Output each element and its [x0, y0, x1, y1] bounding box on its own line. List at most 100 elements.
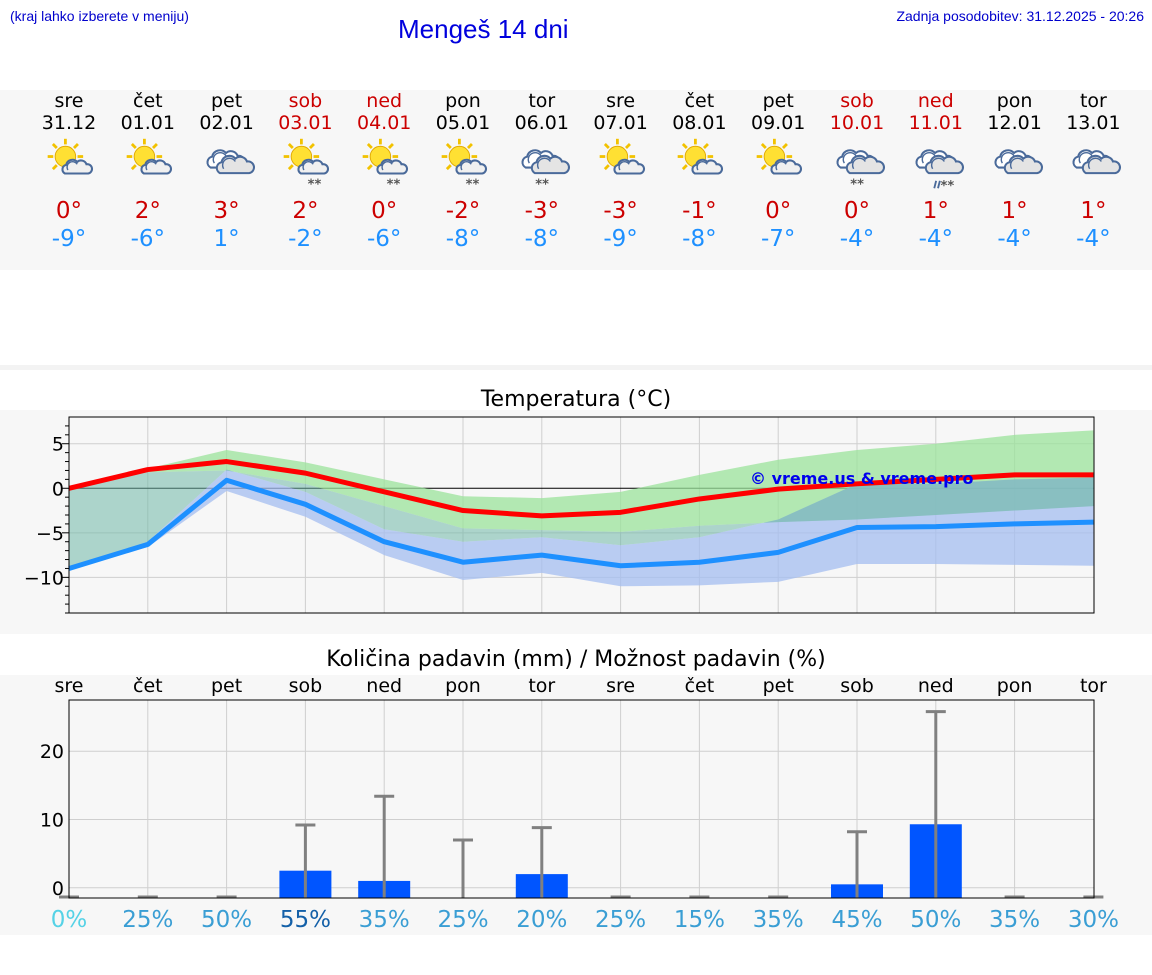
precip-chance-label: 35%	[753, 907, 804, 933]
day-name: tor	[528, 90, 556, 112]
max-temp-line	[68, 459, 1094, 519]
cloud-detail	[460, 161, 472, 171]
cloud-shape	[140, 158, 172, 175]
sun-cloud-icon	[599, 138, 645, 175]
precip-chance-label: 25%	[122, 907, 173, 933]
location-hint: (kraj lahko izberete v meniju)	[10, 8, 189, 24]
sun-ray	[388, 143, 395, 149]
temp-max: -2°	[445, 198, 481, 224]
x-day-label: sob	[289, 675, 323, 697]
sun-cloud-snow-icon: **	[441, 138, 488, 192]
cloud-shape	[1003, 154, 1043, 175]
sun-ray	[151, 143, 158, 149]
precip-chance-label: 50%	[201, 907, 252, 933]
temp-max: 1°	[1001, 198, 1028, 224]
y-tick-label: −10	[24, 567, 64, 589]
precip-chance-label: 20%	[516, 907, 567, 933]
temp-min: -4°	[839, 226, 875, 252]
cloud-shape	[297, 158, 330, 175]
day-name: pon	[996, 90, 1033, 112]
temp-min: -9°	[603, 226, 638, 252]
temp-min: -2°	[288, 226, 323, 252]
y-tick-label: 10	[40, 809, 64, 831]
temp-max: -3°	[524, 198, 560, 224]
y-tick-label: 0	[52, 878, 64, 900]
sun-cloud-snow-icon: **	[284, 138, 330, 192]
temp-max: 0°	[765, 198, 792, 224]
day-name: ned	[917, 90, 954, 112]
day-date: 09.01	[750, 112, 806, 134]
precip-chance-label: 25%	[595, 907, 646, 933]
cloud-detail	[66, 161, 78, 171]
x-day-label: tor	[528, 675, 555, 697]
sun-ray	[367, 164, 373, 171]
day-name: pet	[762, 90, 794, 112]
cloud-detail	[930, 157, 945, 170]
sun-ray	[782, 143, 789, 149]
x-day-label: ned	[918, 675, 954, 697]
x-day-label: čet	[133, 675, 163, 697]
day-date: 05.01	[435, 112, 491, 134]
sun-ray	[309, 143, 316, 149]
snow-mark: **	[535, 177, 549, 192]
day-name: ned	[366, 90, 403, 112]
precip-chance-label: 35%	[989, 907, 1040, 933]
sun-cloud-icon	[678, 138, 724, 175]
x-day-label: pet	[763, 675, 794, 697]
y-tick-label: −5	[36, 523, 64, 545]
cloud-shape	[376, 158, 409, 175]
day-date: 10.01	[829, 112, 885, 134]
cloud-detail	[921, 151, 936, 164]
sun-ray	[51, 164, 58, 171]
temp-min: -8°	[445, 226, 481, 252]
snow-mark: **	[466, 177, 480, 192]
sun-ray	[445, 164, 452, 171]
last-updated: Zadnja posodobitev: 31.12.2025 - 20:26	[896, 8, 1144, 24]
page-title: Mengeš 14 dni	[398, 14, 569, 44]
day-name: tor	[1079, 90, 1107, 112]
temp-max: 2°	[292, 198, 319, 224]
cloud-shape	[770, 158, 803, 175]
x-day-label: pet	[211, 675, 242, 697]
day-date: 11.01	[908, 112, 963, 134]
day-date: 02.01	[199, 112, 254, 134]
day-date: 03.01	[278, 112, 333, 134]
temperature-chart-title: Temperatura (°C)	[480, 387, 672, 412]
divider	[0, 365, 1152, 370]
x-day-label: pon	[997, 675, 1033, 697]
day-name: sre	[606, 90, 636, 112]
sun-ray	[603, 143, 610, 149]
temp-max: 0°	[371, 198, 398, 224]
sun-ray	[445, 143, 452, 149]
precipitation-chart-title: Količina padavin (mm) / Možnost padavin …	[326, 647, 826, 672]
day-name: pet	[210, 90, 243, 112]
day-name: čet	[684, 90, 715, 112]
band-overlap	[69, 469, 1094, 569]
temp-max: 0°	[55, 198, 83, 224]
min-temp-line	[68, 477, 1094, 571]
temp-min: -6°	[366, 226, 402, 252]
temp-min: -4°	[997, 226, 1032, 252]
sun-cloud-icon	[47, 138, 94, 175]
sun-ray	[703, 143, 710, 149]
cloudy-snow-icon: **	[836, 149, 885, 192]
cloud-shape	[455, 158, 488, 175]
y-tick-label: 20	[40, 741, 64, 763]
cloudy-icon	[206, 149, 255, 175]
temp-min: -9°	[51, 226, 87, 252]
cloud-detail	[1079, 151, 1093, 164]
cloud-shape	[691, 158, 724, 175]
sun-ray	[682, 164, 689, 171]
cloud-detail	[536, 157, 551, 170]
x-day-label: pon	[445, 675, 481, 697]
temp-max: -1°	[682, 198, 717, 224]
day-date: 12.01	[987, 112, 1042, 134]
cloud-detail	[221, 157, 236, 170]
cloudy-snow-icon: **	[521, 149, 570, 192]
day-name: čet	[133, 90, 163, 112]
sun-cloud-icon	[126, 138, 172, 175]
cloud-detail	[618, 161, 630, 171]
sun-ray	[761, 164, 767, 171]
precip-chance-label: 25%	[437, 907, 488, 933]
temp-max: 1°	[1080, 198, 1107, 224]
